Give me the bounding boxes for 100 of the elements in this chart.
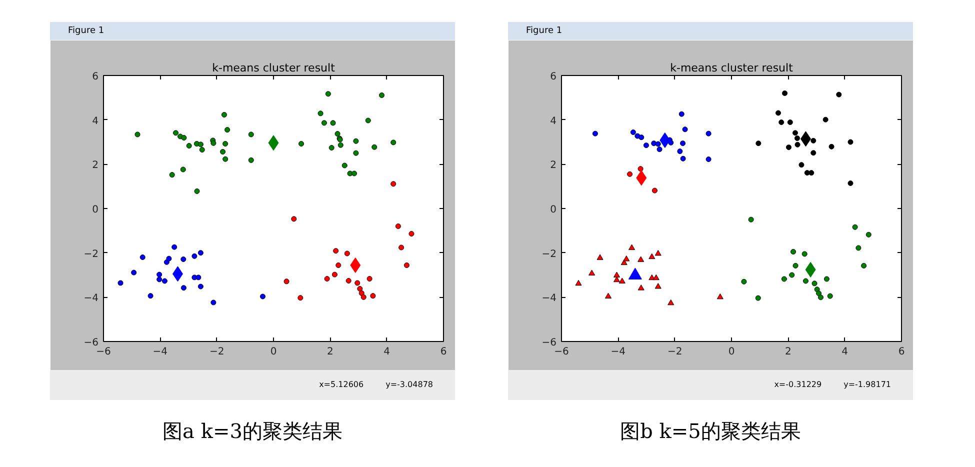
point xyxy=(802,251,808,257)
point xyxy=(778,120,784,126)
point xyxy=(706,130,712,136)
point xyxy=(652,188,658,194)
point xyxy=(199,147,205,153)
y-tick-label: 4 xyxy=(550,116,557,127)
point xyxy=(134,132,140,138)
point xyxy=(852,224,858,230)
point xyxy=(372,144,378,150)
point xyxy=(678,111,684,117)
point xyxy=(643,142,649,148)
point xyxy=(810,150,816,156)
point xyxy=(654,283,662,289)
point xyxy=(334,131,340,137)
x-tick-label: 4 xyxy=(384,346,390,358)
point xyxy=(810,138,816,144)
point xyxy=(794,135,800,141)
point xyxy=(818,294,824,300)
x-tick-label: 4 xyxy=(842,346,848,358)
point xyxy=(614,272,620,278)
point xyxy=(325,91,331,97)
point xyxy=(408,231,414,237)
point xyxy=(866,232,872,238)
point xyxy=(782,90,788,96)
point xyxy=(291,216,297,222)
point xyxy=(798,162,804,168)
x-tick-label: 2 xyxy=(784,346,792,358)
caption: Figure 1 xyxy=(508,22,913,40)
point xyxy=(224,127,230,133)
point xyxy=(248,132,254,138)
text: y=-1.98171 xyxy=(844,379,891,391)
point xyxy=(378,92,384,98)
y-tick-label: −2 xyxy=(542,248,557,260)
point xyxy=(346,278,352,284)
point xyxy=(668,299,674,306)
text: 图a k=3的聚类结果 xyxy=(162,418,344,444)
y-tick-label: 2 xyxy=(92,160,99,172)
point xyxy=(588,270,596,276)
point xyxy=(748,216,754,222)
point xyxy=(180,285,186,291)
x-tick-label: 6 xyxy=(440,346,447,358)
point xyxy=(614,276,620,282)
point xyxy=(638,256,644,262)
point xyxy=(148,293,154,299)
point xyxy=(156,276,162,282)
point xyxy=(333,248,339,254)
text: x=5.12606 xyxy=(319,379,364,391)
point xyxy=(192,253,198,259)
point xyxy=(787,120,793,126)
point xyxy=(668,140,674,146)
point xyxy=(824,276,830,282)
point xyxy=(172,244,178,250)
point xyxy=(680,156,686,162)
point xyxy=(336,262,342,268)
point xyxy=(344,250,350,256)
point xyxy=(162,278,168,284)
y-tick-label: 2 xyxy=(550,160,557,172)
point xyxy=(648,253,656,260)
y-tick-label: −6 xyxy=(542,338,557,348)
point xyxy=(682,126,688,132)
point xyxy=(677,148,683,154)
point xyxy=(330,120,336,126)
text: x=-0.31229 xyxy=(774,379,822,391)
point xyxy=(140,254,146,260)
point xyxy=(222,156,228,162)
point xyxy=(812,280,818,286)
point xyxy=(318,110,324,116)
point xyxy=(221,112,227,118)
y-tick-label: 6 xyxy=(550,72,557,82)
point xyxy=(353,138,359,144)
point xyxy=(638,284,644,290)
point xyxy=(210,140,216,146)
point xyxy=(186,143,192,149)
point xyxy=(792,262,798,268)
point xyxy=(180,166,186,172)
chart-title: k-means cluster result xyxy=(670,62,794,74)
caption: Figure 1 xyxy=(50,22,455,40)
x-tick-label: 6 xyxy=(898,346,905,358)
point xyxy=(181,135,187,141)
point xyxy=(118,280,124,286)
y-tick-label: 0 xyxy=(550,204,557,216)
point xyxy=(338,142,344,148)
y-tick-label: −4 xyxy=(542,293,557,304)
point xyxy=(755,295,761,301)
point xyxy=(358,290,364,296)
y-tick-label: 4 xyxy=(92,116,99,127)
point xyxy=(638,134,644,140)
point xyxy=(781,276,787,282)
point xyxy=(786,144,792,150)
point xyxy=(156,272,162,278)
point xyxy=(180,256,186,262)
point xyxy=(196,274,202,280)
point xyxy=(360,294,366,300)
point xyxy=(789,272,795,278)
point xyxy=(808,170,814,176)
x-tick-label: −4 xyxy=(152,346,168,358)
point xyxy=(618,278,626,284)
point xyxy=(790,248,796,254)
point xyxy=(794,142,800,148)
point xyxy=(656,146,662,152)
